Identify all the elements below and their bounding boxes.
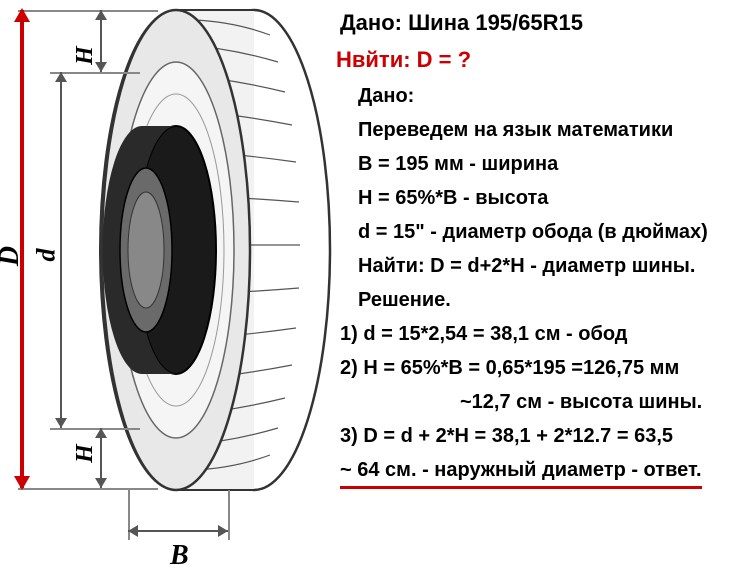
step-2b: ~12,7 см - высота шины.	[460, 388, 735, 416]
ext-line-bottom	[18, 488, 158, 490]
given-title: Дано: Шина 195/65R15	[340, 8, 735, 39]
eq-find: Найти: D = d+2*H - диаметр шины.	[358, 252, 735, 280]
tire-svg	[0, 0, 340, 577]
translate-line: Переведем на язык математики	[358, 116, 735, 144]
step-3: 3) D = d + 2*H = 38,1 + 2*12.7 = 63,5	[340, 422, 735, 450]
dimension-H-lower-arrow	[100, 428, 102, 488]
label-H-lower: H	[72, 444, 99, 463]
dimension-B-arrow	[128, 530, 228, 532]
answer-line: ~ 64 см. - наружный диаметр - ответ.	[340, 456, 702, 489]
step-2: 2) H = 65%*B = 0,65*195 =126,75 мм	[340, 354, 735, 382]
step-1: 1) d = 15*2,54 = 38,1 см - обод	[340, 320, 735, 348]
solution-label: Решение.	[358, 286, 735, 314]
tire-diagram: D d H H B	[0, 0, 340, 577]
label-d: d	[32, 249, 62, 262]
ext-line-b-right	[228, 490, 230, 540]
label-B: B	[170, 540, 189, 572]
label-D: D	[0, 246, 26, 266]
given-label: Дано:	[358, 82, 735, 110]
solution-text: Дано: Шина 195/65R15 Нвйти: D = ? Дано: …	[340, 8, 735, 495]
eq-d: d = 15" - диаметр обода (в дюймах)	[358, 218, 735, 246]
eq-B: B = 195 мм - ширина	[358, 150, 735, 178]
label-H-upper: H	[72, 46, 99, 65]
ext-line-top	[18, 10, 158, 12]
find-line: Нвйти: D = ?	[336, 45, 735, 76]
eq-H: H = 65%*B - высота	[358, 184, 735, 212]
dimension-H-upper-arrow	[100, 10, 102, 72]
